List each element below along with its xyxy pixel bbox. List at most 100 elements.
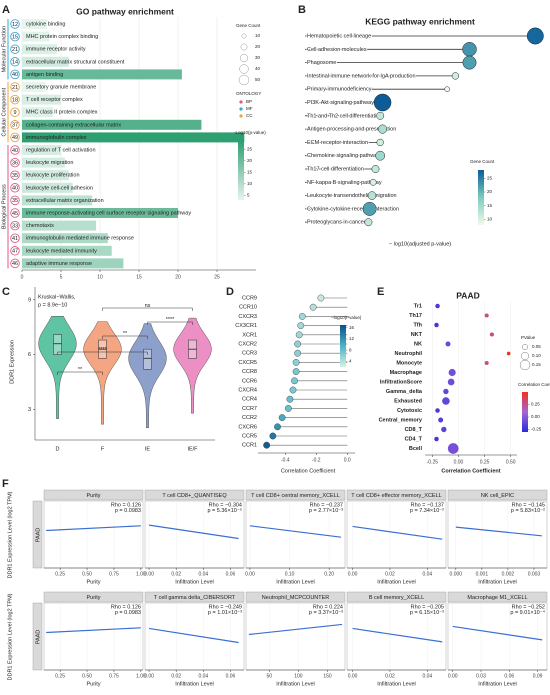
strip [447,591,548,603]
panel-title: T cell CD8+_QUANTISEQ [162,493,227,499]
x-tick-label: 0.04 [422,673,432,679]
category-label: Th17 [409,313,422,319]
category-label: CCR3 [242,351,257,357]
x-tick-label: 0.25 [55,571,65,577]
strip [43,489,144,501]
strip [144,489,245,501]
x-tick-label: 25 [214,274,220,280]
dot [376,138,384,147]
colorbar-tick-label: 25 [247,146,253,151]
count-label: 45 [12,211,18,217]
dot [297,322,305,329]
x-tick-label: 0 [21,274,24,280]
strip [245,591,346,603]
category-label: CD4_T [405,436,423,442]
fit-line [352,627,443,643]
category-label: NKT [411,332,423,338]
category-label: InfiltrationScore [380,379,422,385]
size-legend-circle [238,74,250,86]
dot [526,27,544,45]
dot [462,55,477,70]
plot-area [245,602,346,671]
fit-line [455,526,542,537]
category-label: Gamma_delta [386,389,423,395]
ontology-label: CC [246,113,253,118]
annotation: p = 5.83×10⁻² [511,508,545,514]
category-label: Monocyte [396,360,422,366]
x-tick-label: 15 [136,274,142,280]
x-tick-label: 0.75 [109,673,119,679]
category-label: cytokine binding [26,21,65,27]
dot [298,312,306,320]
colorbar-tick-label: 20 [247,158,253,163]
strip [447,489,548,501]
colorbar-title: Gene Count [470,159,495,164]
dot [292,358,300,366]
x-tick-label: -0.25 [427,459,439,465]
plot-area [346,602,447,671]
count-circle [10,170,20,180]
category-label: Leukocyte transendothelial migration [307,193,397,199]
count-label: 35 [12,198,18,204]
colorbar-tick-label: 20 [487,189,493,194]
colorbar-title: −log10(Pvalue) [331,315,362,320]
annotation: p = 6.15×10⁻³ [410,610,444,616]
panel-title: NK cell_EPIC [481,493,514,499]
annotation: Rho = −0.237 [310,502,343,508]
plot-area [43,602,144,671]
category-label: CCR6 [242,378,257,384]
category-label: Central_memory [379,417,423,423]
y-tick-label: 9 [28,297,31,303]
category-label: Th1 and Th2 cell differentiation [307,113,382,119]
count-label: 49 [12,135,18,141]
annotation: p = 5.36×10⁻⁵ [207,507,242,514]
category-label: Antigen processing and presentation [307,127,396,133]
dot [371,165,380,173]
size-legend-circle [239,64,249,74]
panel-title: T cell CD8+ effector memory_XCELL [351,493,441,499]
category-label: Cell adhesion molecules [307,47,367,53]
bar [22,44,58,55]
panel-title: B cell memory_XCELL [369,595,424,601]
bar [22,119,202,130]
category-label: adaptive immune response [26,261,92,267]
category-label: CXCR2 [238,341,257,347]
size-legend-circle [519,359,531,371]
x-tick-label: 0.003 [528,571,541,577]
count-circle [10,195,20,206]
category-label: CX3CR1 [235,323,257,329]
bracket-label: **** [98,347,107,353]
dot [274,423,281,431]
x-tick-label: 1.00 [136,673,146,679]
size-legend-title: Gene Count [236,23,261,28]
fit-line [46,525,141,532]
dot [317,294,325,302]
annotation: Rho = 0.126 [111,502,141,508]
x-tick-label: 20 [175,274,181,280]
x-tick-label: 0.06 [226,571,236,577]
count-circle [10,183,20,193]
count-label: 14 [12,60,18,66]
count-circle [10,258,20,269]
dot [369,178,377,186]
bar [22,157,65,168]
size-legend-circle [522,344,528,350]
x-axis-label: Correlation Coefficient [281,468,336,474]
box [53,334,62,355]
count-circle [10,208,20,218]
count-label: 37 [12,123,18,129]
colorbar-tick-label: 25 [487,175,493,180]
colorbar-tick-label: 0.25 [531,402,540,407]
fit-line [148,524,239,540]
bar [22,94,61,105]
count-circle [10,220,20,231]
category-label: immunoglobulin mediated immune response [26,236,134,242]
colorbar-tick-label: 5 [247,193,250,198]
fit-line [352,525,443,540]
dot [462,42,477,57]
x-tick-label: 0.25 [55,673,65,679]
category-label: Tr1 [414,303,422,309]
dot [376,111,385,120]
x-axis-label: Infiltration Level [478,681,517,687]
